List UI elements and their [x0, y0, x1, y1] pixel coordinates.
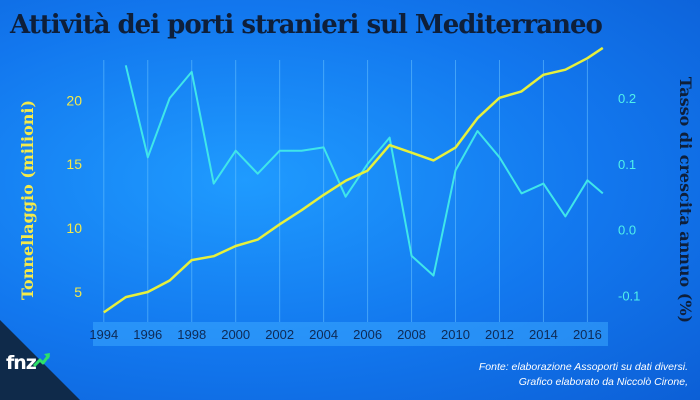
page-title: Attività dei porti stranieri sul Mediter…: [10, 10, 603, 40]
left-tick-label: 20: [66, 92, 82, 108]
left-tick-labels: 5 10 15 20: [66, 92, 82, 300]
x-tick-label: 2016: [573, 327, 602, 342]
right-tick-label: 0.2: [618, 91, 636, 106]
x-tick-label: 2000: [221, 327, 250, 342]
vertical-grid: [103, 60, 588, 322]
right-tick-label: -0.1: [618, 288, 640, 303]
growth-arrow-icon: [32, 353, 51, 368]
x-tick-label: 2012: [485, 327, 514, 342]
left-tick-label: 5: [74, 284, 82, 300]
left-tick-label: 10: [66, 220, 82, 236]
source-line-1: Fonte: elaborazione Assoporti su dati di…: [478, 361, 688, 373]
x-tick-label: 2006: [353, 327, 382, 342]
y-axis-label-left: Tonnellaggio (milioni): [18, 100, 37, 300]
x-tick-label: 2002: [265, 327, 294, 342]
source-line-2: Grafico elaborato da Niccolò Cirone,: [518, 376, 688, 388]
x-tick-label: 1994: [89, 327, 118, 342]
left-tick-label: 15: [66, 156, 82, 172]
x-tick-label: 2010: [441, 327, 470, 342]
x-axis-band: [93, 322, 608, 346]
x-tick-labels: 1994 1996 1998 2000 2002 2004 2006 2008 2010 2012…: [89, 327, 602, 342]
series-line-growth-rate: [124, 65, 604, 277]
right-tick-labels: 0.2 0.1 0.0 -0.1: [618, 91, 640, 303]
x-tick-label: 1998: [177, 327, 206, 342]
x-tick-label: 2008: [397, 327, 426, 342]
x-tick-label: 1996: [133, 327, 162, 342]
right-tick-label: 0.0: [618, 223, 636, 238]
series-line-tonnage: [103, 46, 604, 314]
right-tick-label: 0.1: [618, 157, 636, 172]
y-axis-label-right: Tasso di crescita annuo (%): [676, 77, 695, 323]
x-tick-label: 2014: [529, 327, 558, 342]
x-tick-label: 2004: [309, 327, 338, 342]
logo: fnz: [6, 352, 37, 374]
source-note: Fonte: elaborazione Assoporti su dati di…: [358, 360, 688, 390]
